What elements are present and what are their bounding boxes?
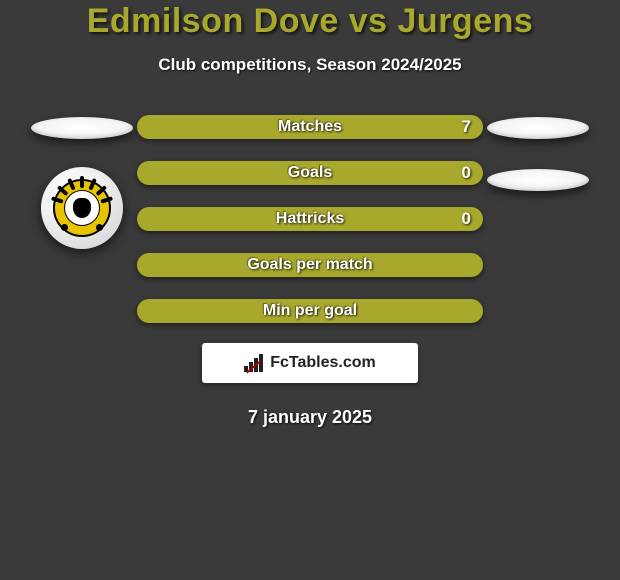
page-title: Edmilson Dove vs Jurgens [87, 2, 534, 41]
branding-text: FcTables.com [270, 354, 376, 372]
stat-bar-goals: Goals 0 [137, 161, 483, 185]
player-photo-placeholder [487, 117, 589, 139]
comparison-card: Edmilson Dove vs Jurgens Club competitio… [0, 0, 620, 428]
stat-bar-mpg: Min per goal [137, 299, 483, 323]
stat-bar-hattricks: Hattricks 0 [137, 207, 483, 231]
stats-column: Matches 7 Goals 0 Hattricks 0 Goals per … [137, 115, 483, 323]
player-photo-placeholder [31, 117, 133, 139]
club-badge-left [41, 167, 123, 249]
stat-label: Goals per match [247, 256, 372, 274]
main-row: Matches 7 Goals 0 Hattricks 0 Goals per … [0, 115, 620, 323]
stat-label: Min per goal [263, 302, 357, 320]
left-player-col [27, 115, 137, 249]
stat-label: Goals [288, 164, 332, 182]
stat-value: 7 [462, 117, 471, 137]
stat-value: 0 [462, 163, 471, 183]
stat-label: Hattricks [276, 210, 344, 228]
subtitle: Club competitions, Season 2024/2025 [158, 55, 461, 75]
branding-badge[interactable]: FcTables.com [202, 343, 418, 383]
stat-bar-gpm: Goals per match [137, 253, 483, 277]
chart-icon [244, 354, 266, 372]
stat-value: 0 [462, 209, 471, 229]
stat-label: Matches [278, 118, 342, 136]
kaizer-chiefs-badge [53, 179, 111, 237]
footer-date: 7 january 2025 [248, 407, 372, 428]
club-badge-placeholder [487, 169, 589, 191]
stat-bar-matches: Matches 7 [137, 115, 483, 139]
right-player-col [483, 115, 593, 217]
